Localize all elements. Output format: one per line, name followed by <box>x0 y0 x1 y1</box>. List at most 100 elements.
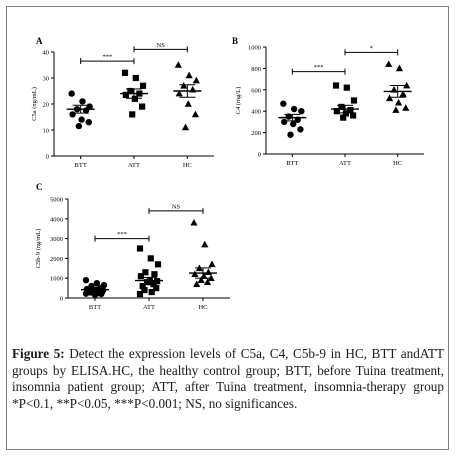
data-point-att <box>137 273 144 280</box>
data-point-att <box>151 271 158 278</box>
data-point-att <box>139 82 147 89</box>
x-tick-label: HC <box>393 160 402 167</box>
data-point-att <box>343 84 350 91</box>
data-point-att <box>340 114 347 121</box>
x-tick-label: BTT <box>89 304 101 311</box>
y-tick-label: 800 <box>251 66 261 73</box>
data-point-hc <box>203 278 212 285</box>
data-point-hc <box>399 90 407 97</box>
panel-a-c5a: A 0 10 20 30 40 C5a (ng/mL) BTT ATT HC *** NS <box>31 36 214 169</box>
data-point-att <box>153 285 160 292</box>
data-point-hc <box>403 81 411 89</box>
data-point-hc <box>190 218 198 226</box>
data-point-btt <box>82 290 90 297</box>
data-point-hc <box>208 260 216 268</box>
data-point-btt <box>82 276 90 284</box>
y-tick-label: 600 <box>251 87 261 94</box>
data-point-att <box>350 112 357 119</box>
data-point-att <box>147 255 154 262</box>
y-tick-label: 20 <box>43 102 50 109</box>
data-point-hc <box>193 280 201 287</box>
x-tick-label: HC <box>183 162 192 169</box>
data-point-hc <box>192 76 200 84</box>
data-point-att <box>350 97 358 104</box>
data-point-hc <box>185 71 193 79</box>
data-point-hc <box>394 98 403 106</box>
data-point-btt <box>75 122 83 130</box>
data-point-hc <box>201 240 209 248</box>
panel-letter: A <box>36 36 43 46</box>
y-tick-label: 1000 <box>50 276 63 283</box>
data-point-btt <box>290 105 298 113</box>
y-tick-label: 30 <box>43 76 50 83</box>
data-point-att <box>121 69 129 76</box>
significance-label: *** <box>102 54 112 61</box>
data-point-btt <box>298 108 305 115</box>
x-tick-label: BTT <box>75 162 87 169</box>
y-tick-label: 40 <box>43 50 50 57</box>
significance-label: NS <box>172 203 181 210</box>
data-point-btt <box>287 131 294 138</box>
data-point-btt <box>290 120 297 128</box>
data-point-hc <box>174 61 182 68</box>
data-point-hc <box>385 60 393 67</box>
significance-label: NS <box>157 42 166 49</box>
data-point-btt <box>78 116 85 123</box>
data-point-att <box>139 283 146 290</box>
y-axis-label: C4 (mg/L) <box>235 87 242 115</box>
figure-caption: Figure 5: Detect the expression levels o… <box>12 346 444 412</box>
y-tick-label: 4000 <box>50 216 63 223</box>
data-point-att <box>132 74 139 82</box>
x-tick-label: HC <box>198 304 207 311</box>
data-point-hc <box>181 123 190 131</box>
data-point-att <box>154 261 162 268</box>
figure-frame <box>6 6 449 450</box>
y-tick-label: 3000 <box>50 236 63 243</box>
x-tick-label: ATT <box>339 160 351 167</box>
data-point-att <box>144 279 151 286</box>
data-point-btt <box>280 100 287 107</box>
y-tick-label: 0 <box>60 296 63 303</box>
panel-letter: B <box>232 36 238 46</box>
x-tick-label: BTT <box>286 160 298 167</box>
data-point-att <box>338 103 345 111</box>
data-point-btt <box>85 119 92 126</box>
caption-text: Detect the expression levels of C5a, C4,… <box>12 346 444 411</box>
x-tick-label: ATT <box>128 162 140 169</box>
x-tick-label: ATT <box>143 304 155 311</box>
y-tick-label: 200 <box>251 130 261 137</box>
data-point-btt <box>91 291 99 299</box>
y-axis-label: C5a (ng/mL) <box>31 87 38 121</box>
data-point-hc <box>175 89 183 97</box>
y-axis-label: C5b-9 (ng/mL) <box>35 229 42 269</box>
data-point-hc <box>402 104 410 111</box>
data-point-att <box>342 110 349 117</box>
y-tick-label: 0 <box>46 154 49 161</box>
y-tick-label: 1000 <box>248 45 261 52</box>
data-point-att <box>139 103 146 110</box>
data-point-att <box>333 108 340 115</box>
y-tick-label: 400 <box>251 109 261 116</box>
data-point-att <box>148 288 155 296</box>
data-point-hc <box>184 100 192 107</box>
data-point-hc <box>207 274 215 281</box>
data-point-hc <box>392 106 400 113</box>
y-tick-label: 2000 <box>50 256 63 263</box>
data-point-btt <box>68 90 75 97</box>
data-point-btt <box>281 118 288 126</box>
data-point-hc <box>191 110 200 118</box>
data-point-hc <box>200 272 208 280</box>
data-point-btt <box>93 279 101 287</box>
data-point-att <box>136 245 144 252</box>
caption-label: Figure 5: <box>12 346 65 361</box>
y-tick-label: 10 <box>43 128 50 135</box>
significance-label: * <box>370 45 373 52</box>
data-point-hc <box>385 94 394 102</box>
figure-plots: A 0 10 20 30 40 C5a (ng/mL) BTT ATT HC *** NS B 0 200… <box>31 36 424 311</box>
data-point-att <box>131 95 138 102</box>
data-point-hc <box>204 268 212 276</box>
data-point-att <box>122 91 129 98</box>
data-point-hc <box>395 64 404 72</box>
data-point-att <box>129 111 136 118</box>
y-tick-label: 5000 <box>50 197 63 204</box>
